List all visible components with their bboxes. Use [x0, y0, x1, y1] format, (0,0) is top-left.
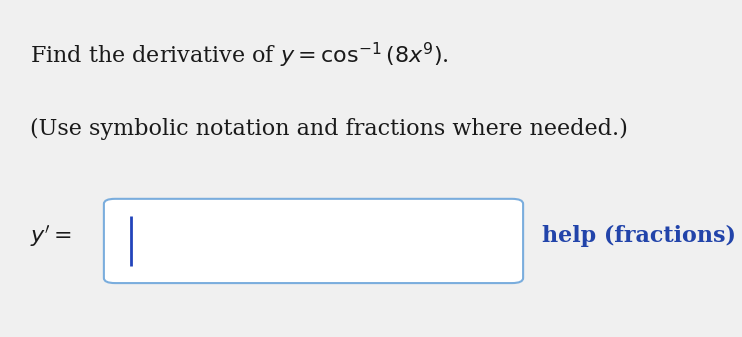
Text: Find the derivative of $y = \cos^{-1}(8x^9)$.: Find the derivative of $y = \cos^{-1}(8x…	[30, 40, 448, 70]
FancyBboxPatch shape	[104, 199, 523, 283]
Text: help (fractions): help (fractions)	[542, 225, 735, 247]
Text: $y' =$: $y' =$	[30, 223, 72, 249]
Text: (Use symbolic notation and fractions where needed.): (Use symbolic notation and fractions whe…	[30, 118, 628, 140]
